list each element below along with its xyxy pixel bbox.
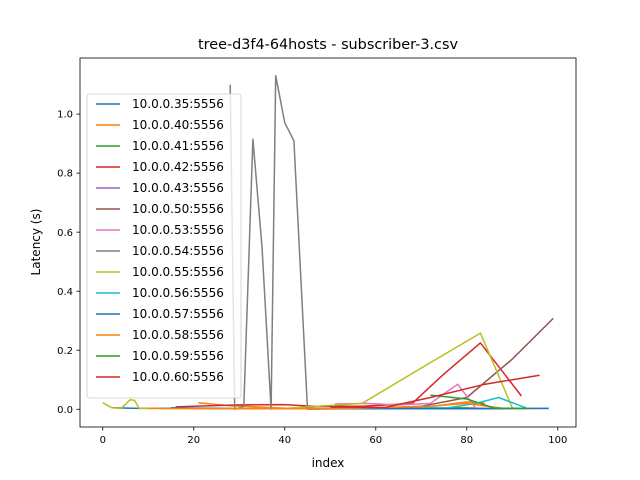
legend-box: [86, 93, 242, 399]
x-tick-label: 20: [187, 435, 200, 446]
x-tick-label: 0: [100, 435, 106, 446]
y-tick-label: 0.2: [57, 346, 73, 357]
axes-frame: [79, 57, 577, 428]
legend: 10.0.0.35:5556 10.0.0.40:5556 10.0.0.41:55…: [86, 93, 242, 399]
legend-entry: 10.0.0.58:5556: [132, 328, 224, 342]
plot-area: [102, 74, 554, 411]
x-tick-label: 40: [278, 435, 291, 446]
legend-entry: 10.0.0.53:5556: [132, 223, 224, 237]
y-tick-label: 0.4: [57, 287, 73, 298]
legend-entry: 10.0.0.41:5556: [132, 139, 224, 153]
legend-entry: 10.0.0.54:5556: [132, 244, 224, 258]
series-line-13: [430, 394, 531, 410]
legend-entry: 10.0.0.50:5556: [132, 202, 224, 216]
legend-entry: 10.0.0.40:5556: [132, 118, 224, 132]
x-tick-label: 60: [369, 435, 382, 446]
legend-entry: 10.0.0.43:5556: [132, 181, 224, 195]
series-line-8: [229, 74, 376, 411]
legend-entry: 10.0.0.60:5556: [132, 370, 224, 384]
legend-entry: 10.0.0.35:5556: [132, 97, 224, 111]
legend-entry: 10.0.0.56:5556: [132, 286, 224, 300]
legend-entry: 10.0.0.59:5556: [132, 349, 224, 363]
y-tick-label: 0.8: [57, 169, 73, 180]
chart-title: tree-d3f4-64hosts - subscriber-3.csv: [198, 37, 458, 53]
y-tick-label: 0.0: [57, 405, 73, 416]
legend-entry: 10.0.0.57:5556: [132, 307, 224, 321]
y-tick-label: 0.6: [57, 228, 73, 239]
x-tick-label: 100: [548, 435, 567, 446]
x-axis-label: index: [312, 456, 345, 470]
series-line-10: [421, 396, 527, 409]
x-tick-label: 80: [460, 435, 473, 446]
y-axis-label: Latency (s): [29, 209, 43, 276]
axes: 0 20 40 60 80 100 0.0 0.2 0.4 0.6 0.8 1.0: [57, 57, 577, 446]
y-tick-label: 1.0: [57, 110, 73, 121]
legend-entry: 10.0.0.42:5556: [132, 160, 224, 174]
legend-entry: 10.0.0.55:5556: [132, 265, 224, 279]
series-line-14: [330, 374, 540, 409]
